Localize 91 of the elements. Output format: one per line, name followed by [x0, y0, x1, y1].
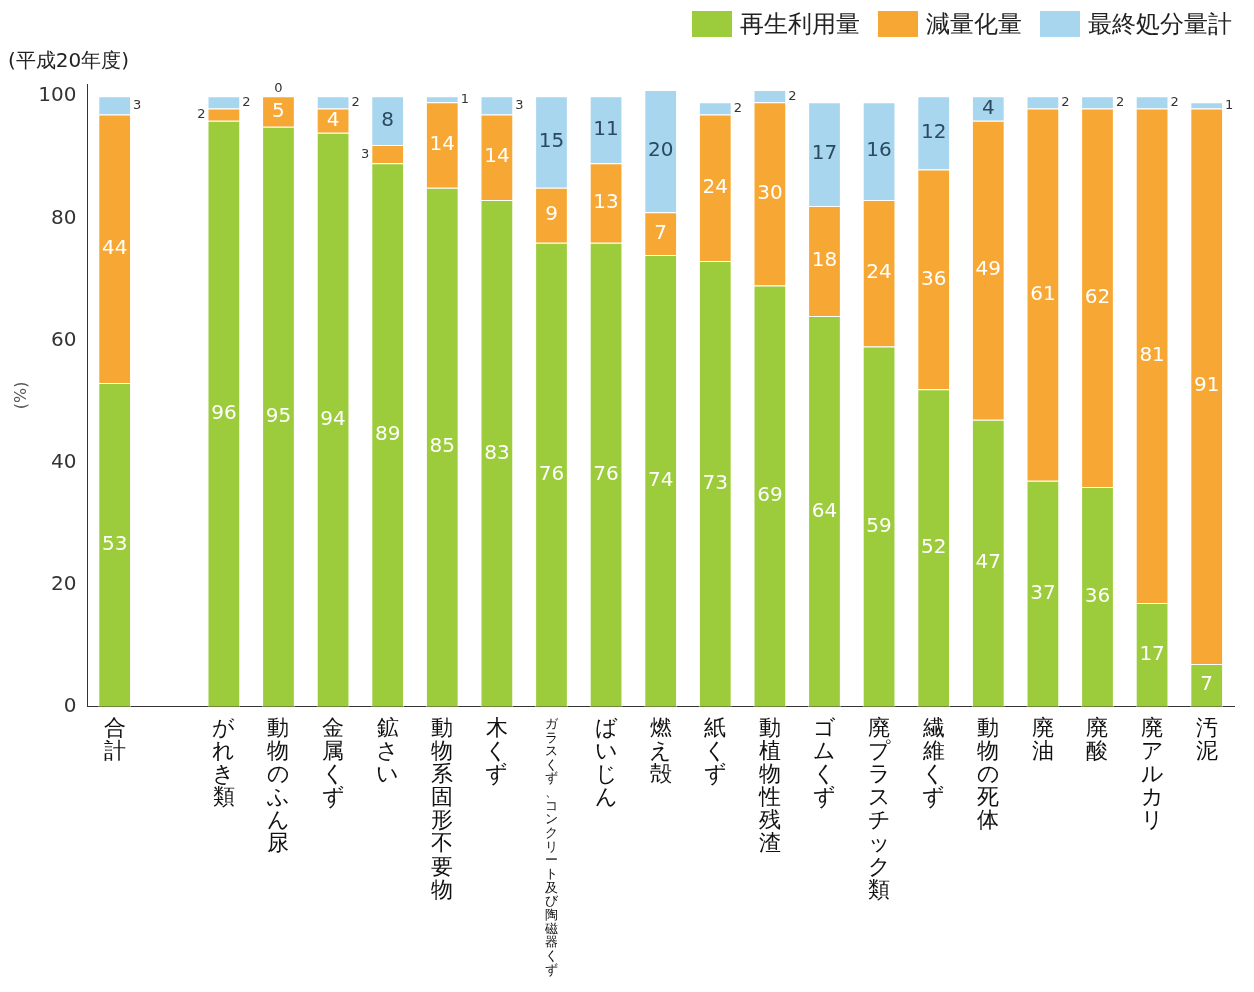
x-tick-label: ゴムくず [812, 714, 836, 810]
x-tick-label: 廃酸 [1086, 714, 1109, 764]
data-label: 96 [211, 399, 237, 424]
y-tick-label: 100 [38, 82, 77, 107]
data-label: 69 [757, 482, 783, 507]
y-tick-label: 60 [50, 326, 77, 351]
data-label: 3 [515, 96, 524, 112]
data-label: 2 [1061, 93, 1070, 109]
data-label: 94 [320, 405, 346, 430]
data-label: 2 [1170, 93, 1179, 109]
data-label: 53 [101, 531, 128, 556]
data-label: 4 [326, 106, 340, 131]
data-label: 20 [647, 137, 674, 162]
data-label: 83 [484, 439, 510, 464]
data-label: 30 [757, 180, 783, 205]
data-label: 14 [484, 143, 510, 168]
data-label: 89 [374, 421, 401, 446]
data-label: 44 [101, 235, 128, 260]
x-tick-label: 動物のふん尿 [265, 714, 290, 856]
legend-label: 減量化量 [926, 9, 1022, 40]
data-label: 15 [538, 128, 565, 153]
data-label: 74 [647, 466, 674, 491]
x-tick-label: 繊維くず [921, 714, 946, 810]
data-label: 76 [538, 460, 565, 485]
data-label: 81 [1139, 341, 1165, 366]
chart-title: (平成20年度) [8, 48, 130, 73]
data-label: 62 [1084, 283, 1111, 308]
data-label: 64 [811, 497, 838, 522]
x-tick-label: 廃プラスチック類 [867, 714, 891, 902]
x-tick-label: 動物系固形不要物 [431, 714, 454, 902]
data-label: 2 [733, 99, 742, 115]
x-tick-label: 木くず [485, 714, 509, 787]
x-tick-label: 廃油 [1031, 714, 1054, 764]
data-label: 1 [1225, 96, 1234, 112]
y-tick-label: 40 [50, 448, 77, 473]
y-tick-label: 20 [50, 570, 77, 595]
data-label: 12 [920, 119, 947, 144]
data-label: 52 [920, 534, 947, 559]
y-tick-label: 0 [63, 692, 77, 717]
data-label: 3 [133, 96, 142, 112]
data-label: 59 [866, 512, 892, 537]
data-label: 24 [702, 173, 729, 198]
x-tick-label: 合計 [103, 714, 126, 764]
data-label: 18 [811, 247, 838, 272]
x-tick-label: ばいじん [594, 714, 618, 810]
y-axis-title: (%) [10, 381, 30, 410]
data-label: 61 [1030, 280, 1056, 305]
data-label: 11 [593, 115, 619, 140]
x-tick-label: がれき類 [212, 714, 236, 810]
data-label: 95 [265, 402, 292, 427]
data-label: 1 [460, 90, 469, 106]
x-tick-label: 廃アルカリ [1140, 714, 1164, 833]
data-label: 2 [242, 93, 251, 109]
data-label: 9 [545, 201, 558, 226]
data-label: 2 [788, 87, 797, 103]
data-label: 2 [1115, 93, 1125, 109]
data-label: 85 [429, 433, 456, 458]
x-tick-label: 燃え殻 [649, 714, 673, 787]
legend-label: 最終処分量計 [1088, 9, 1232, 40]
data-label: 13 [593, 189, 619, 214]
data-label: 91 [1193, 372, 1220, 397]
data-label: 7 [1200, 671, 1214, 696]
data-label: 7 [654, 219, 668, 244]
data-label: 3 [361, 145, 370, 161]
y-tick-label: 80 [50, 204, 77, 229]
data-label: 73 [702, 470, 729, 495]
data-label: 36 [920, 265, 947, 290]
data-label: 8 [381, 106, 395, 131]
x-tick-label: 動植物性残渣 [757, 714, 781, 856]
data-label: 37 [1030, 579, 1056, 604]
data-label: 47 [975, 549, 1002, 574]
data-label: 2 [351, 93, 360, 109]
data-label: 17 [811, 140, 838, 165]
legend-label: 再生利用量 [740, 9, 860, 40]
x-tick-label: 金属くず [321, 714, 345, 810]
data-label: 24 [866, 259, 892, 284]
x-tick-label: 鉱さい [376, 714, 400, 787]
data-label: 14 [429, 131, 456, 156]
category-label: ガラスくず、コンクリート及び陶磁器くず [544, 715, 558, 977]
x-tick-label: 汚泥 [1195, 714, 1218, 764]
data-label: 2 [197, 105, 206, 121]
data-label: 49 [975, 256, 1002, 281]
data-label: 4 [981, 94, 995, 119]
data-label: 17 [1139, 640, 1165, 665]
data-label: 36 [1084, 582, 1111, 607]
x-tick-label: 紙くず [703, 714, 727, 787]
x-tick-label: 動物の死体 [976, 714, 1000, 833]
data-label: 16 [866, 137, 892, 162]
data-label: 5 [272, 97, 285, 122]
data-label: 0 [274, 80, 283, 96]
data-label: 76 [593, 460, 619, 485]
